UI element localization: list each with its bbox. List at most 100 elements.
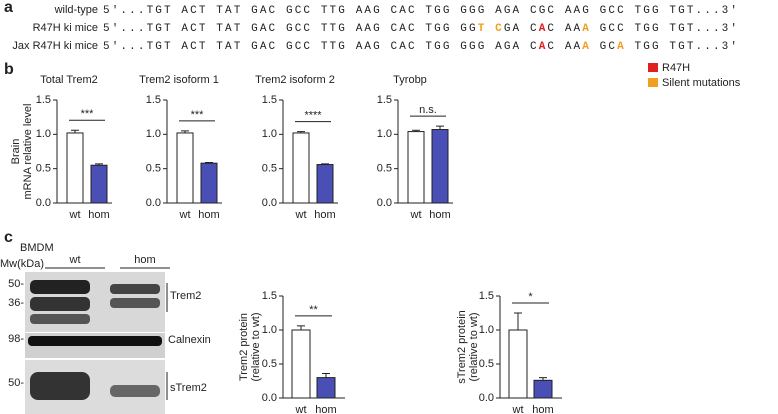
sequence-segment: 5'...TGT ACT TAT GAC GCC TTG AAG CAC TGG… xyxy=(103,5,737,17)
y-axis-label: (relative to wt) xyxy=(468,312,480,381)
y-tick-label: 1.5 xyxy=(479,290,494,302)
sequence-segment: GC xyxy=(591,41,615,53)
y-tick-label: 0.5 xyxy=(262,358,277,370)
x-tick-label: hom xyxy=(429,209,450,221)
x-tick-label: hom xyxy=(314,209,335,221)
blot-image xyxy=(25,267,170,414)
error-bar xyxy=(436,125,444,130)
sequence-label: wild-type xyxy=(54,4,98,16)
x-tick-label: wt xyxy=(69,209,81,221)
y-axis-label: Brain xyxy=(10,139,22,165)
y-axis-label: mRNA relative level xyxy=(22,104,34,200)
y-tick-label: 0.0 xyxy=(262,197,277,209)
y-tick-label: 1.0 xyxy=(377,128,392,140)
y-tick-label: 0.0 xyxy=(479,392,494,404)
x-tick-label: wt xyxy=(295,209,307,221)
legend-swatch xyxy=(648,63,658,72)
sequence-segment: C xyxy=(495,23,502,35)
error-bar xyxy=(95,163,103,166)
y-tick-label: 0.0 xyxy=(377,197,392,209)
y-tick-label: 1.0 xyxy=(262,128,277,140)
y-tick-label: 1.5 xyxy=(262,94,277,106)
bar xyxy=(533,379,553,399)
y-tick-label: 1.0 xyxy=(262,324,277,336)
error-bar xyxy=(181,130,189,133)
y-tick-label: 1.0 xyxy=(146,128,161,140)
band-label: Trem2 xyxy=(170,290,201,302)
significance-label: * xyxy=(528,291,533,303)
chart-title: Total Trem2 xyxy=(40,74,97,86)
y-tick-label: 1.0 xyxy=(479,324,494,336)
significance-label: **** xyxy=(304,109,322,121)
sequence-segment: A xyxy=(582,41,589,53)
y-tick-label: 0.0 xyxy=(262,392,277,404)
sequence-segment: TGG TGT...3' xyxy=(626,41,737,53)
sequence: 5'...TGT ACT TAT GAC GCC TTG AAG CAC TGG… xyxy=(103,23,737,35)
chart-title: Trem2 isoform 2 xyxy=(255,74,335,86)
y-tick-label: 0.5 xyxy=(146,163,161,175)
y-tick-label: 1.0 xyxy=(36,128,51,140)
y-tick-label: 0.0 xyxy=(36,197,51,209)
sequence-segment: 5'...TGT ACT TAT GAC GCC TTG AAG CAC TGG… xyxy=(103,23,476,35)
x-tick-label: wt xyxy=(179,209,191,221)
bar xyxy=(66,132,84,204)
y-tick-label: 1.5 xyxy=(146,94,161,106)
error-bar xyxy=(71,129,79,133)
bar xyxy=(316,377,336,399)
group-label: hom xyxy=(134,254,155,266)
sequence-label: Jax R47H ki mice xyxy=(12,40,98,52)
x-tick-label: hom xyxy=(198,209,219,221)
group-label: wt xyxy=(69,254,81,266)
sequence: 5'...TGT ACT TAT GAC GCC TTG AAG CAC TGG… xyxy=(103,41,737,53)
blot-title: BMDM xyxy=(20,242,54,254)
legend-label: R47H xyxy=(662,62,690,74)
bar xyxy=(292,132,310,204)
mw-marker: 50- xyxy=(8,377,24,389)
bar xyxy=(431,129,449,204)
significance-label: *** xyxy=(191,109,205,121)
sequence-segment: A xyxy=(539,23,546,35)
legend-label: Silent mutations xyxy=(662,77,741,89)
y-axis-label: Trem2 protein xyxy=(238,313,250,381)
mw-marker: 50- xyxy=(8,278,24,290)
sequence-segment: A xyxy=(582,23,589,35)
y-tick-label: 0.0 xyxy=(146,197,161,209)
bar xyxy=(407,131,425,204)
error-bar xyxy=(297,131,305,133)
legend-swatch xyxy=(648,78,658,87)
bar xyxy=(200,162,218,204)
y-tick-label: 0.5 xyxy=(262,163,277,175)
bar xyxy=(90,164,108,204)
sequence-segment: GCC TGG TGT...3' xyxy=(591,23,737,35)
sequence-segment: A xyxy=(539,41,546,53)
y-tick-label: 1.5 xyxy=(377,94,392,106)
bar xyxy=(291,329,311,399)
panel-label: c xyxy=(4,229,13,246)
x-tick-label: wt xyxy=(410,209,422,221)
bar xyxy=(316,164,334,204)
sequence-segment: C AA xyxy=(547,23,580,35)
mw-marker: 98- xyxy=(8,333,24,345)
error-bar xyxy=(539,377,547,381)
x-tick-label: hom xyxy=(88,209,109,221)
error-bar xyxy=(514,312,522,330)
significance-label: ** xyxy=(309,304,318,316)
error-bar xyxy=(322,373,330,378)
x-tick-label: wt xyxy=(512,404,524,414)
y-axis-label: (relative to wt) xyxy=(250,312,262,381)
y-tick-label: 0.5 xyxy=(377,163,392,175)
y-tick-label: 1.5 xyxy=(36,94,51,106)
error-bar xyxy=(412,129,420,132)
band-label: Calnexin xyxy=(168,334,211,346)
y-axis-label: sTrem2 protein xyxy=(456,310,468,384)
error-bar xyxy=(297,325,305,330)
error-bar xyxy=(321,163,329,165)
bar xyxy=(508,329,528,399)
y-tick-label: 0.5 xyxy=(479,358,494,370)
sequence-segment: 5'...TGT ACT TAT GAC GCC TTG AAG CAC TGG… xyxy=(103,41,537,53)
sequence-segment: T xyxy=(478,23,485,35)
significance-label: *** xyxy=(81,108,95,120)
sequence: 5'...TGT ACT TAT GAC GCC TTG AAG CAC TGG… xyxy=(103,5,737,17)
panel-label: b xyxy=(4,61,14,78)
